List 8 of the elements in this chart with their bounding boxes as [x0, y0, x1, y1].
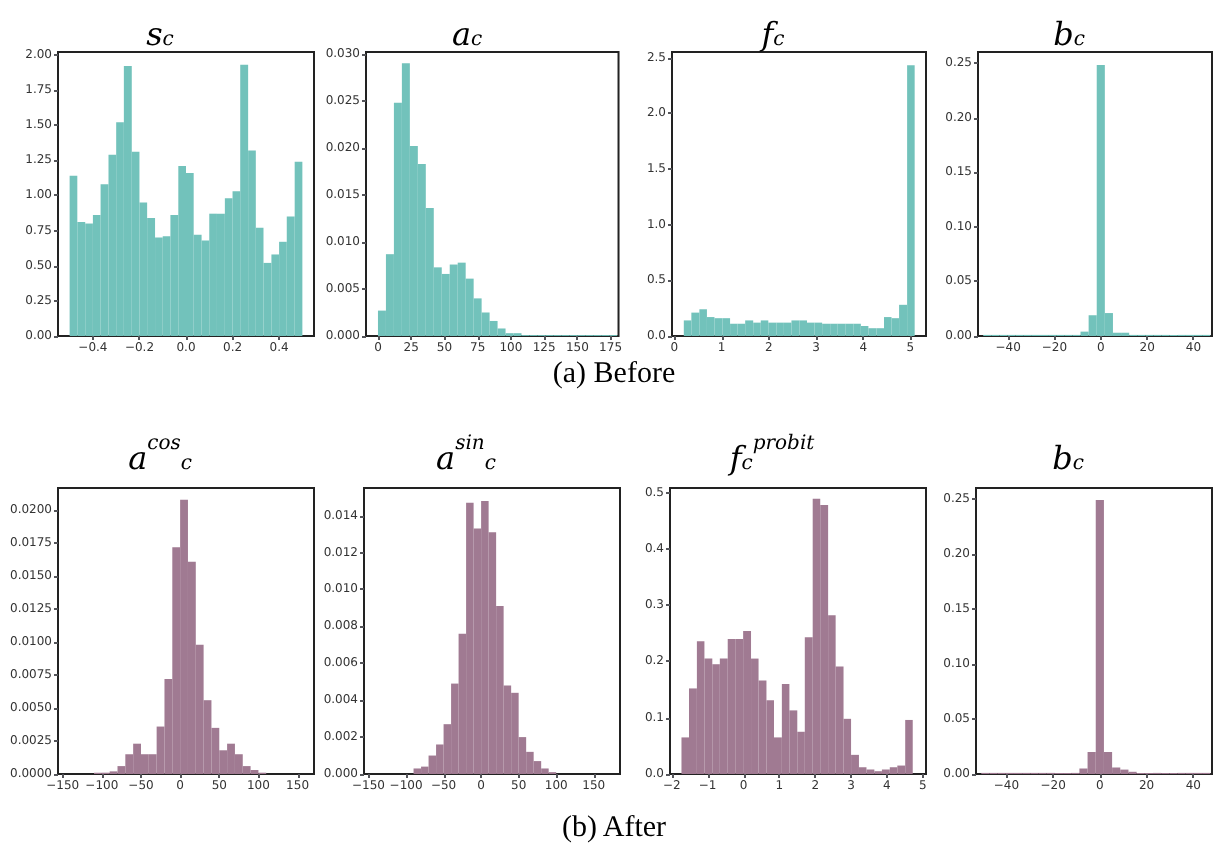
chart-title: fc [759, 15, 786, 53]
text: (a) Before [550, 358, 678, 392]
chart-title: fcprobit [727, 433, 817, 477]
chart-title: sc [146, 15, 175, 53]
chart-title: bc [1053, 15, 1086, 53]
chart-title: bc [1052, 439, 1085, 477]
chart-title: ac [451, 15, 483, 53]
text: (b) After [559, 812, 669, 846]
